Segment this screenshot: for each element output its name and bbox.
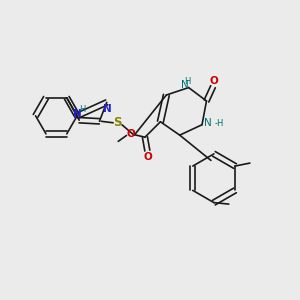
Text: H: H [184, 77, 190, 86]
Text: O: O [126, 129, 135, 139]
Text: N: N [204, 118, 212, 128]
Text: N: N [73, 109, 82, 118]
Text: O: O [143, 152, 152, 161]
Text: S: S [114, 116, 122, 129]
Text: N: N [181, 80, 189, 90]
Text: O: O [210, 76, 219, 86]
Text: H: H [80, 105, 86, 114]
Text: N: N [103, 104, 112, 114]
Text: -H: -H [214, 119, 224, 128]
